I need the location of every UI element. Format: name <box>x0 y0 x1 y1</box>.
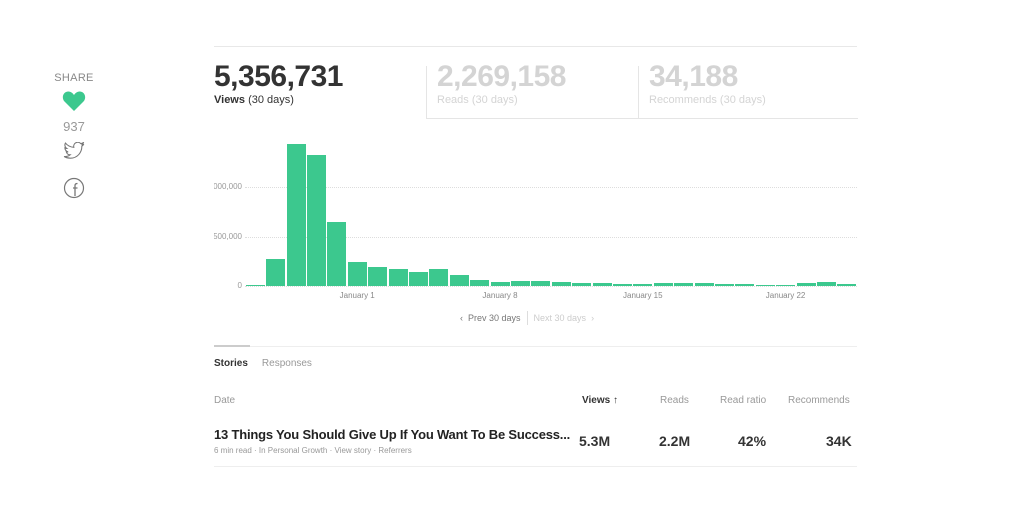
recommends-label: Recommends <box>649 94 717 106</box>
views-period: (30 days) <box>248 94 294 106</box>
bar-jan-3[interactable] <box>388 268 408 286</box>
bar-dec-31[interactable] <box>327 222 347 286</box>
views-label: Views <box>214 94 245 106</box>
twitter-icon[interactable] <box>50 141 98 165</box>
tab-responses[interactable]: Responses <box>261 358 312 369</box>
share-label: SHARE <box>54 72 94 84</box>
bar-dec-28[interactable] <box>266 258 286 286</box>
bar-jan-8[interactable] <box>490 281 510 286</box>
read-time: 6 min read <box>214 446 252 455</box>
bar-jan-4[interactable] <box>408 271 428 286</box>
bar-jan-22[interactable] <box>776 284 796 286</box>
col-reads[interactable]: Reads <box>660 395 689 406</box>
gridline <box>245 187 857 188</box>
bar-jan-11[interactable] <box>551 281 571 286</box>
recommends-total: 34,188 <box>649 60 738 93</box>
stat-reads-box[interactable] <box>426 66 639 119</box>
gridline <box>245 236 857 238</box>
col-read-ratio[interactable]: Read ratio <box>720 395 767 406</box>
reads-label: Reads <box>437 94 469 106</box>
story-reads: 2.2M <box>659 433 691 449</box>
stat-views[interactable]: 5,356,731 Views (30 days) <box>214 60 343 106</box>
like-count: 937 <box>63 119 85 134</box>
tab-stories[interactable]: Stories <box>214 358 248 369</box>
prev-button[interactable]: ‹ Prev 30 days <box>460 313 521 323</box>
views-bar-chart: 0 500,000 1,000,000 January 1 January 8 Janua… <box>214 130 864 330</box>
bar-jan-12[interactable] <box>572 282 592 286</box>
story-title[interactable]: 13 Things You Should Give Up If You Want… <box>214 427 571 442</box>
x-tick-label: January 22 <box>765 291 806 300</box>
tabs: Stories Responses <box>214 358 312 369</box>
bar-jan-7[interactable] <box>470 279 490 286</box>
share-panel: SHARE 937 <box>50 72 98 204</box>
x-tick-label: January 15 <box>623 291 663 300</box>
heart-icon[interactable] <box>50 90 98 117</box>
bar-jan-20[interactable] <box>735 284 755 286</box>
y-tick-label: 1,000,000 <box>214 182 242 191</box>
views-total: 5,356,731 <box>214 60 343 93</box>
bar-jan-6[interactable] <box>449 275 469 286</box>
stat-recommends[interactable]: 34,188 Recommends (30 days) <box>649 60 766 106</box>
gridline <box>245 286 857 287</box>
x-tick-label: January 8 <box>482 291 518 300</box>
col-views[interactable]: Views ↑ <box>582 395 618 406</box>
story-read-ratio: 42% <box>738 433 767 449</box>
publication-link[interactable]: In Personal Growth <box>258 446 328 455</box>
stat-recommends-box[interactable] <box>638 66 858 119</box>
x-tick-label: January 1 <box>339 291 375 300</box>
bar-jan-15[interactable] <box>633 284 653 286</box>
bar-jan-13[interactable] <box>592 283 612 286</box>
bar-jan-18[interactable] <box>694 283 714 286</box>
story-recommends: 34K <box>826 433 852 449</box>
bar-jan-23[interactable] <box>796 283 816 286</box>
bar-jan-14[interactable] <box>612 284 632 286</box>
divider <box>214 466 857 467</box>
referrers-link[interactable]: Referrers <box>378 446 412 455</box>
y-tick-label: 0 <box>237 281 242 290</box>
view-story-link[interactable]: View story <box>334 446 372 455</box>
reads-total: 2,269,158 <box>437 60 566 93</box>
next-button[interactable]: Next 30 days › <box>533 313 595 323</box>
story-views: 5.3M <box>579 433 611 449</box>
bar-dec-27[interactable] <box>245 285 265 286</box>
bar-jan-21[interactable] <box>755 284 775 286</box>
bar-jan-24[interactable] <box>816 281 836 286</box>
prev-label: Prev 30 days <box>468 313 521 323</box>
col-date[interactable]: Date <box>214 395 236 406</box>
pager-divider <box>526 311 528 325</box>
bar-jan-25[interactable] <box>837 284 857 286</box>
story-meta: 6 min read · In Personal Growth · View s… <box>214 446 412 455</box>
next-label: Next 30 days <box>533 313 587 323</box>
bar-jan-10[interactable] <box>531 280 551 286</box>
bar-jan-19[interactable] <box>714 283 734 286</box>
pager: ‹ Prev 30 days Next 30 days › <box>460 311 594 325</box>
col-recommends[interactable]: Recommends <box>788 395 850 406</box>
reads-period: (30 days) <box>471 94 518 106</box>
bar-dec-29[interactable] <box>286 143 306 286</box>
divider <box>214 346 857 347</box>
divider <box>214 46 857 47</box>
bar-jan-5[interactable] <box>429 269 449 286</box>
stat-reads[interactable]: 2,269,158 Reads (30 days) <box>437 60 566 106</box>
bar-dec-30[interactable] <box>306 155 326 286</box>
y-tick-label: 500,000 <box>214 231 242 241</box>
recommends-period: (30 days) <box>719 94 766 106</box>
bar-jan-17[interactable] <box>674 282 694 286</box>
bar-jan-9[interactable] <box>510 281 530 286</box>
bar-jan-2[interactable] <box>368 266 388 286</box>
bar-jan-1[interactable] <box>347 262 367 286</box>
facebook-icon[interactable] <box>50 177 98 204</box>
bar-jan-16[interactable] <box>653 283 673 286</box>
tab-indicator <box>214 345 250 347</box>
